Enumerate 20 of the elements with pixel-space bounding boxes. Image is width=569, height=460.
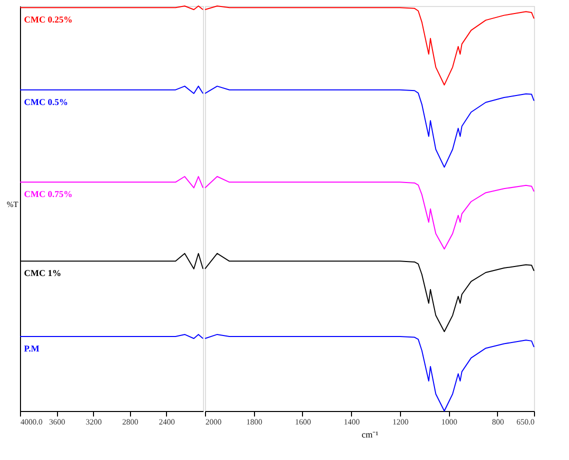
x-tick-label: 800	[492, 418, 504, 426]
y-axis-title: %T	[6, 200, 18, 209]
series-label: CMC 0.5%	[24, 96, 68, 107]
x-axis-title: cm⁻¹	[362, 430, 379, 440]
x-tick-label: 2800	[122, 418, 138, 426]
x-tick-label: 1400	[344, 418, 360, 426]
x-tick-label: 3200	[86, 418, 102, 426]
x-tick-label: 1200	[392, 418, 408, 426]
series-label: CMC 0.75%	[24, 189, 72, 200]
x-tick-label: 3600	[49, 418, 66, 426]
x-tick-label: 1600	[294, 418, 311, 426]
x-tick-label: 1800	[246, 418, 262, 426]
x-tick-label: 2000	[206, 418, 222, 426]
series-label: P.M	[24, 343, 40, 354]
x-tick-label: 650.0	[516, 418, 534, 426]
x-tick-label: 2400	[158, 418, 175, 426]
x-tick-label: 4000.0	[20, 418, 42, 426]
series-label: CMC 0.25%	[24, 14, 72, 25]
series-label: CMC 1%	[24, 268, 62, 278]
x-tick-label: 1000	[441, 418, 458, 426]
